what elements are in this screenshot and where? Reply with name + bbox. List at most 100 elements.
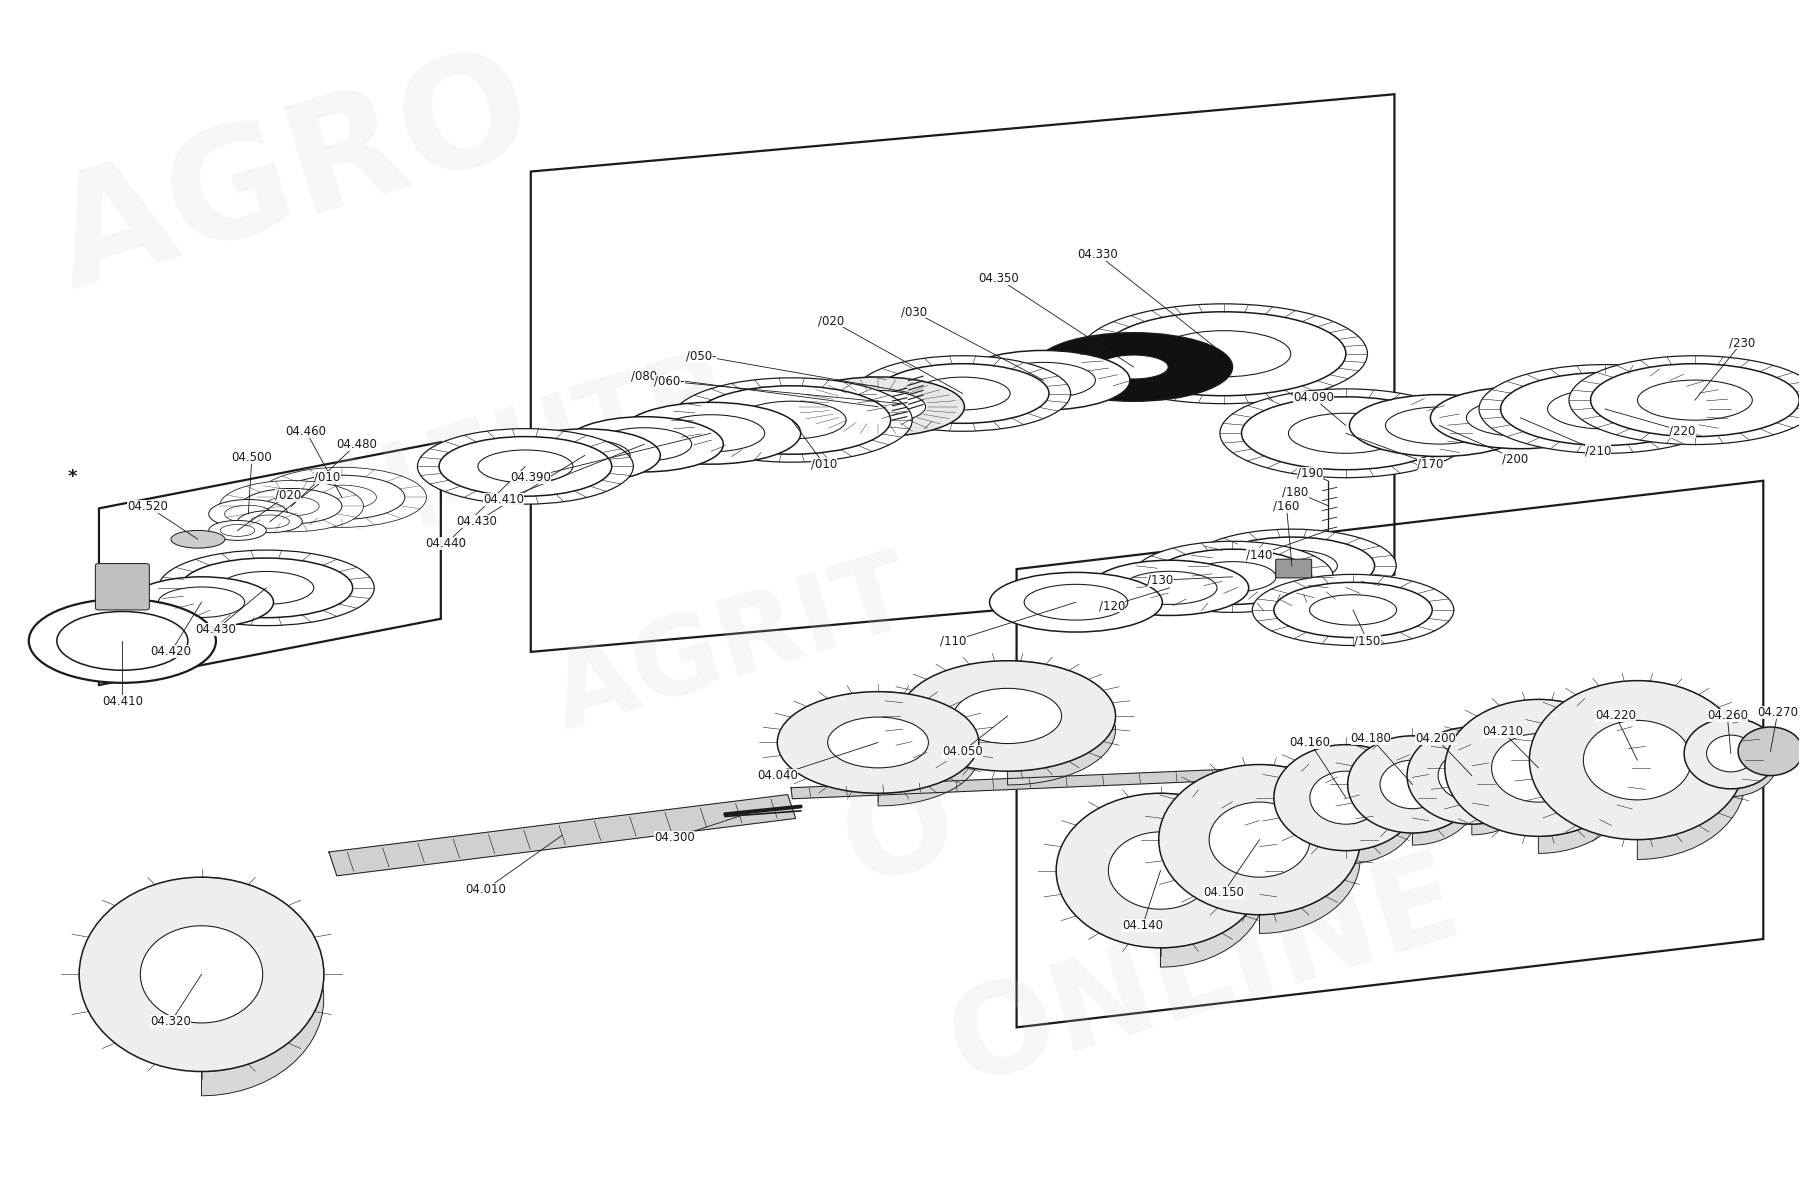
- Text: 04.430: 04.430: [456, 515, 498, 528]
- Ellipse shape: [1091, 561, 1249, 616]
- Ellipse shape: [1684, 718, 1778, 789]
- Text: 04.320: 04.320: [150, 1015, 191, 1028]
- Ellipse shape: [1569, 356, 1803, 445]
- Text: 04.210: 04.210: [1482, 725, 1524, 738]
- Ellipse shape: [1430, 387, 1610, 449]
- Ellipse shape: [130, 577, 274, 628]
- Text: 04.480: 04.480: [335, 438, 377, 451]
- Polygon shape: [1260, 765, 1359, 933]
- Ellipse shape: [1309, 595, 1397, 625]
- Text: /030: /030: [902, 305, 927, 319]
- Polygon shape: [1637, 681, 1745, 859]
- Text: AGRO: AGRO: [36, 33, 550, 320]
- Text: O: O: [828, 756, 972, 910]
- Ellipse shape: [1347, 736, 1477, 833]
- Text: 04.390: 04.390: [510, 471, 552, 484]
- Text: /190: /190: [1296, 466, 1323, 480]
- Ellipse shape: [671, 378, 912, 462]
- Polygon shape: [1412, 736, 1477, 845]
- Text: 04.010: 04.010: [465, 883, 507, 896]
- Text: /080: /080: [631, 370, 658, 382]
- Text: /130: /130: [1147, 574, 1174, 587]
- Text: 04.260: 04.260: [1707, 710, 1747, 723]
- Ellipse shape: [209, 500, 288, 528]
- Ellipse shape: [1156, 330, 1291, 377]
- Ellipse shape: [1385, 407, 1493, 444]
- Ellipse shape: [209, 520, 267, 540]
- Text: /180: /180: [1282, 486, 1309, 499]
- Ellipse shape: [159, 587, 245, 618]
- Ellipse shape: [1439, 750, 1506, 801]
- Text: *: *: [67, 469, 78, 487]
- Ellipse shape: [1547, 389, 1662, 429]
- Ellipse shape: [954, 688, 1062, 743]
- Text: /140: /140: [1246, 549, 1273, 561]
- Ellipse shape: [159, 550, 375, 625]
- Ellipse shape: [1121, 571, 1217, 605]
- Text: /160: /160: [1273, 500, 1300, 513]
- Text: 04.330: 04.330: [1076, 248, 1118, 261]
- Ellipse shape: [990, 573, 1163, 632]
- Polygon shape: [878, 692, 979, 806]
- Ellipse shape: [171, 531, 225, 548]
- Text: 04.350: 04.350: [979, 272, 1019, 285]
- Ellipse shape: [1188, 562, 1277, 592]
- Ellipse shape: [220, 525, 254, 537]
- Polygon shape: [792, 746, 1781, 799]
- Ellipse shape: [1188, 530, 1396, 602]
- Ellipse shape: [1098, 356, 1168, 379]
- Polygon shape: [1345, 744, 1417, 864]
- Text: 04.160: 04.160: [1289, 736, 1331, 749]
- Text: /220: /220: [1670, 425, 1695, 438]
- Ellipse shape: [1057, 793, 1266, 948]
- Text: 04.430: 04.430: [195, 623, 236, 636]
- Ellipse shape: [656, 415, 764, 452]
- Text: /230: /230: [1729, 336, 1754, 350]
- Ellipse shape: [831, 390, 925, 424]
- Ellipse shape: [1738, 727, 1803, 775]
- Ellipse shape: [1637, 381, 1753, 420]
- Ellipse shape: [1210, 802, 1309, 877]
- Text: 04.090: 04.090: [1293, 391, 1334, 404]
- Ellipse shape: [1253, 574, 1453, 645]
- Ellipse shape: [828, 717, 929, 768]
- Ellipse shape: [1406, 727, 1536, 824]
- Text: /120: /120: [1098, 599, 1125, 612]
- Polygon shape: [1471, 727, 1536, 835]
- Ellipse shape: [1707, 735, 1756, 772]
- Ellipse shape: [855, 356, 1071, 432]
- Ellipse shape: [238, 511, 303, 532]
- Text: ONLINE: ONLINE: [936, 839, 1475, 1108]
- Polygon shape: [1161, 793, 1264, 968]
- Ellipse shape: [1529, 681, 1745, 840]
- Ellipse shape: [777, 692, 979, 793]
- Ellipse shape: [251, 515, 288, 528]
- Ellipse shape: [218, 571, 314, 605]
- Ellipse shape: [220, 481, 364, 532]
- Text: /050-: /050-: [687, 350, 718, 363]
- Text: 04.220: 04.220: [1596, 710, 1637, 723]
- Ellipse shape: [1035, 333, 1233, 401]
- Text: 04.410: 04.410: [101, 696, 142, 709]
- Text: /200: /200: [1502, 452, 1529, 465]
- Text: 04.410: 04.410: [483, 493, 525, 506]
- Text: 04.520: 04.520: [126, 500, 168, 513]
- Text: /020: /020: [274, 489, 301, 501]
- Ellipse shape: [1444, 699, 1632, 836]
- Ellipse shape: [79, 877, 325, 1071]
- Text: 04.420: 04.420: [150, 645, 191, 659]
- Ellipse shape: [1289, 413, 1403, 453]
- Polygon shape: [328, 795, 795, 876]
- Ellipse shape: [1491, 734, 1585, 802]
- Text: ЦЕНТР: ЦЕНТР: [325, 339, 737, 552]
- Ellipse shape: [737, 401, 846, 439]
- Text: /210: /210: [1585, 445, 1610, 457]
- Polygon shape: [202, 877, 325, 1096]
- Ellipse shape: [141, 926, 263, 1022]
- Text: AGRIT: AGRIT: [539, 543, 925, 753]
- Ellipse shape: [508, 428, 660, 482]
- Text: 04.150: 04.150: [1203, 886, 1244, 900]
- Ellipse shape: [1159, 765, 1359, 915]
- Text: 04.300: 04.300: [654, 832, 696, 843]
- Ellipse shape: [992, 363, 1096, 398]
